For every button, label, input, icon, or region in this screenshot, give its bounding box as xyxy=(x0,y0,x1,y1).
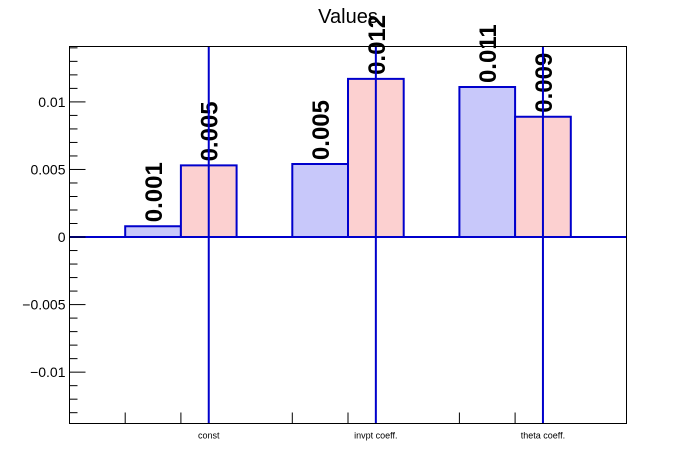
bar-1-series-0 xyxy=(292,164,348,238)
bar-0-series-0 xyxy=(125,226,181,238)
bar-value-label: 0.005 xyxy=(197,101,224,161)
x-category-label: const xyxy=(198,431,220,441)
x-category-label: theta coeff. xyxy=(521,431,565,441)
x-axis: const invpt coeff. theta coeff. xyxy=(124,412,565,441)
bar-value-label: 0.011 xyxy=(475,24,502,83)
y-tick-label: −0.01 xyxy=(30,364,66,380)
bar-value-label: 0.012 xyxy=(364,15,391,75)
y-tick-label: 0 xyxy=(58,229,66,245)
bar-2-series-0 xyxy=(459,87,516,238)
plot-frame xyxy=(69,46,627,424)
x-category-label: invpt coeff. xyxy=(354,431,397,441)
bars-group: 0.001 0.005 0.005 0.012 0.011 0.009 xyxy=(69,15,627,424)
y-tick-label: −0.005 xyxy=(22,297,65,313)
bar-value-label: 0.005 xyxy=(308,100,335,160)
y-axis: −0.01 −0.005 0 0.005 0.01 xyxy=(22,47,86,414)
y-tick-label: 0.01 xyxy=(38,94,65,110)
chart-title: Values xyxy=(318,6,378,28)
bar-value-label: 0.001 xyxy=(141,162,168,222)
bar-value-label: 0.009 xyxy=(531,53,558,113)
y-tick-label: 0.005 xyxy=(30,161,65,177)
